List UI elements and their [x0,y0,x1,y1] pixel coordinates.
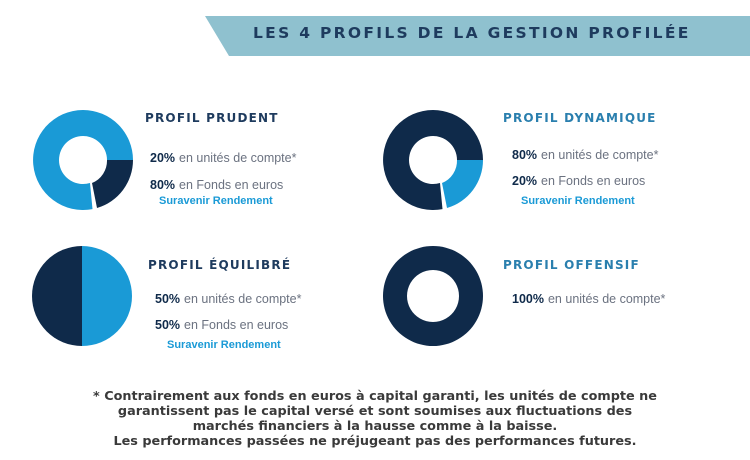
dynamique-gauge-chart [383,110,483,210]
row-label: en unités de compte* [184,292,302,306]
footnote-line: Les performances passées ne préjugeant p… [113,434,637,449]
dynamique-row-uc: 80% en unités de compte* [512,148,658,162]
footnote-line: marchés financiers à la hausse comme à l… [192,419,558,434]
page-title: LES 4 PROFILS DE LA GESTION PROFILÉE [253,24,691,42]
row-label: en Fonds en euros [184,318,289,332]
row-label: en Fonds en euros [179,178,284,192]
suravenir-rendement-link[interactable]: Suravenir Rendement [159,195,273,207]
prudent-row-uc: 20% en unités de compte* [150,151,296,165]
row-label: en unités de compte* [541,148,659,162]
dynamique-row-fonds: 20% en Fonds en euros [512,174,645,188]
equilibre-row-fonds: 50% en Fonds en euros [155,318,288,332]
percent-value: 50% [155,292,181,306]
percent-value: 80% [150,178,176,192]
offensif-ring-chart [383,246,483,346]
percent-value: 80% [512,148,538,162]
footnote-line: * Contrairement aux fonds en euros à cap… [93,389,657,404]
profile-title-prudent: PROFIL PRUDENT [145,111,279,125]
prudent-row-fonds: 80% en Fonds en euros [150,178,283,192]
suravenir-rendement-link[interactable]: Suravenir Rendement [521,195,635,207]
suravenir-rendement-link[interactable]: Suravenir Rendement [167,339,281,351]
title-banner [205,16,750,56]
percent-value: 100% [512,292,544,306]
row-label: en unités de compte* [179,151,297,165]
percent-value: 20% [512,174,538,188]
offensif-row-uc: 100% en unités de compte* [512,292,665,306]
equilibre-half-pie-chart [32,246,132,346]
prudent-gauge-chart [33,110,133,210]
percent-value: 50% [155,318,181,332]
row-label: en Fonds en euros [541,174,646,188]
profile-title-offensif: PROFIL OFFENSIF [503,258,640,272]
percent-value: 20% [150,151,176,165]
row-label: en unités de compte* [547,292,666,306]
footnote-line: garantissent pas le capital versé et son… [117,404,633,419]
equilibre-row-uc: 50% en unités de compte* [155,292,301,306]
disclaimer-footnote: * Contrairement aux fonds en euros à cap… [0,389,750,449]
profile-title-equilibre: PROFIL ÉQUILIBRÉ [148,258,292,272]
profile-title-dynamique: PROFIL DYNAMIQUE [503,111,657,125]
